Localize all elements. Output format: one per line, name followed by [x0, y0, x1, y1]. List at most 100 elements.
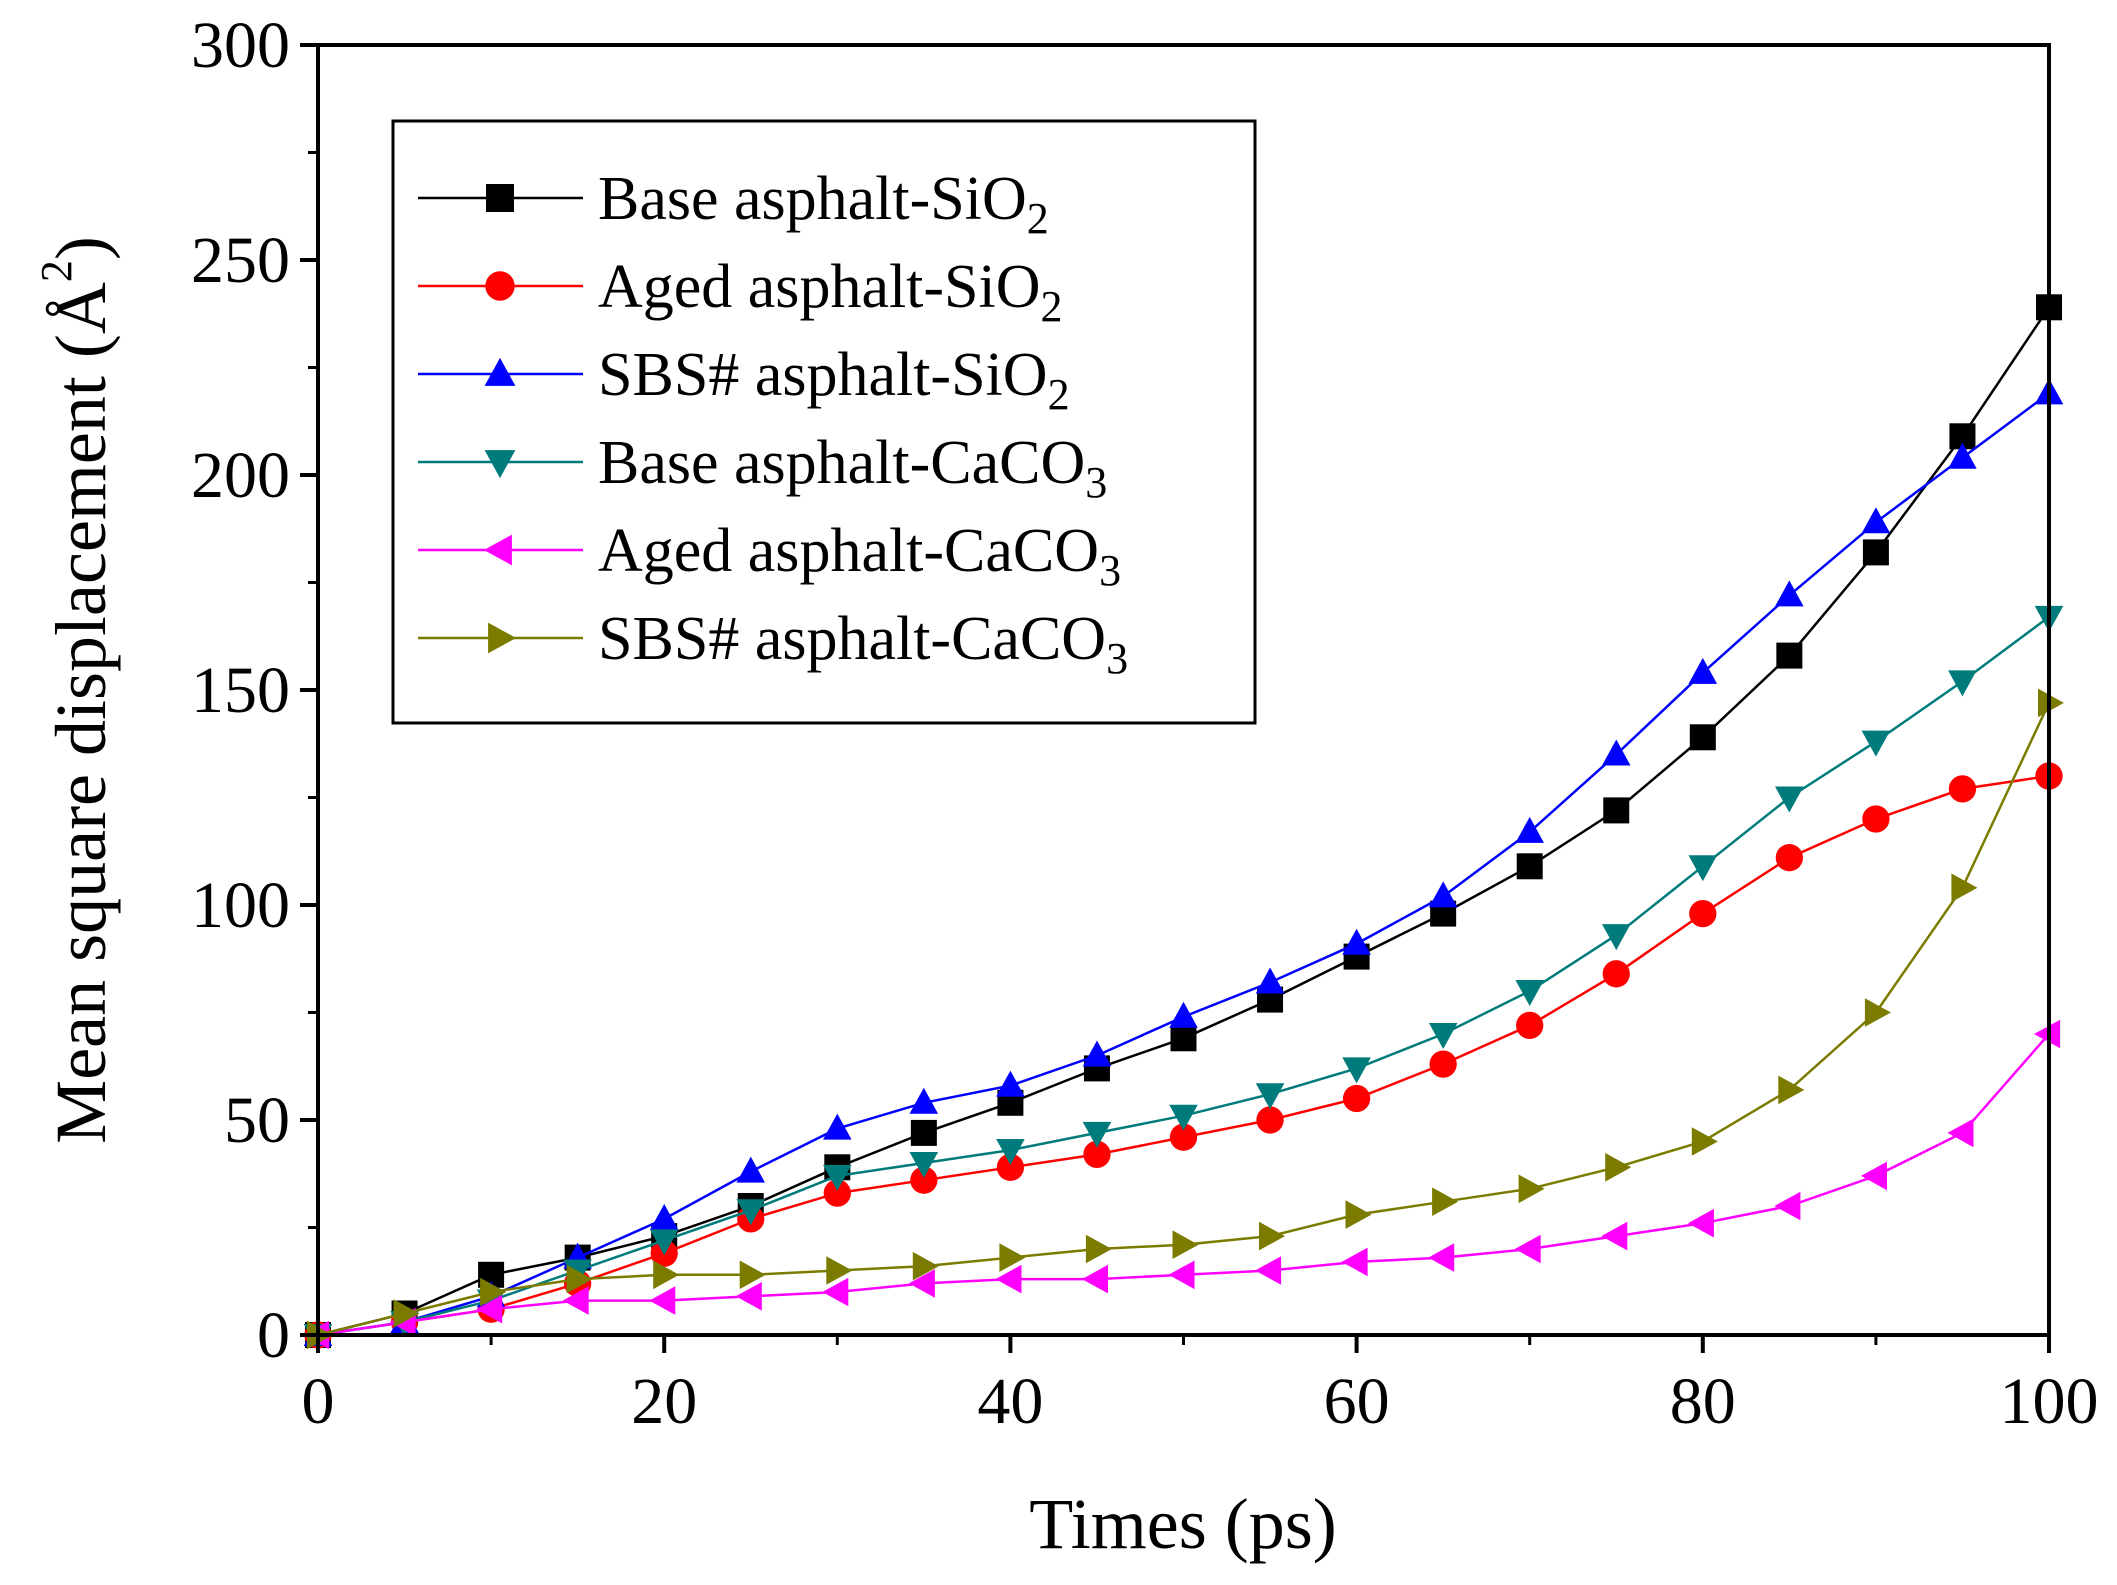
- series-5-point-6: [735, 1282, 762, 1311]
- series-4-point-9: [996, 1139, 1025, 1165]
- series-3-point-12: [1255, 967, 1285, 994]
- series-2-point-11: [1169, 1123, 1198, 1151]
- series-2-point-16: [1602, 960, 1630, 988]
- series-3-point-5: [649, 1204, 679, 1230]
- series-1-point-16: [1603, 797, 1630, 824]
- series-3-point-15: [1515, 816, 1544, 843]
- series-2-point-10: [1083, 1140, 1111, 1169]
- series-6-point-16: [1605, 1153, 1632, 1182]
- series-5-point-16: [1601, 1221, 1628, 1251]
- series-5-point-15: [1514, 1234, 1541, 1264]
- series-6-point-7: [826, 1256, 853, 1285]
- series-6-point-8: [912, 1251, 939, 1281]
- y-tick-label-50: 50: [224, 1084, 290, 1157]
- x-tick-label-0: 0: [302, 1365, 335, 1438]
- series-6-point-9: [999, 1243, 1026, 1272]
- legend-label-4: Base asphalt-CaCO3: [598, 429, 1107, 507]
- series-6-point-11: [1172, 1230, 1199, 1259]
- series-5-point-3: [476, 1294, 503, 1324]
- x-tick-label-20: 20: [631, 1365, 697, 1438]
- y-tick-label-0: 0: [257, 1299, 290, 1372]
- series-1-point-18: [1776, 642, 1803, 669]
- y-tick-label-150: 150: [191, 654, 290, 727]
- series-3-point-20: [1948, 442, 1977, 469]
- series-3-point-16: [1602, 739, 1631, 766]
- legend-marker-2: [485, 271, 515, 301]
- y-tick-label-100: 100: [191, 869, 290, 942]
- series-6-point-5: [653, 1260, 680, 1290]
- legend-label-subscript: 3: [1085, 458, 1107, 507]
- legend-label-1: Base asphalt-SiO2: [598, 165, 1049, 243]
- series-4-point-17: [1688, 855, 1718, 882]
- legend-label-subscript: 3: [1106, 634, 1128, 683]
- series-2-point-14: [1429, 1050, 1457, 1078]
- series-4-point-5: [649, 1229, 679, 1256]
- series-5-point-19: [1861, 1161, 1887, 1191]
- legend-marker-6: [488, 622, 517, 654]
- series-1-point-19: [1862, 539, 1889, 566]
- series-5-point-12: [1255, 1256, 1282, 1285]
- legend-label-subscript: 3: [1099, 546, 1121, 595]
- series-3-point-17: [1688, 657, 1718, 684]
- series-4-point-20: [1948, 670, 1977, 697]
- series-5-point-20: [1947, 1118, 1974, 1148]
- y-tick-label-200: 200: [191, 439, 290, 512]
- series-1-point-8: [910, 1119, 937, 1146]
- series-3-point-11: [1169, 1001, 1198, 1028]
- legend-marker-1: [486, 184, 514, 212]
- series-6-point-18: [1778, 1075, 1805, 1105]
- series-1-point-15: [1516, 853, 1543, 880]
- series-3-point-8: [909, 1087, 939, 1114]
- legend-label-subscript: 2: [1041, 282, 1063, 331]
- series-4-point-14: [1428, 1023, 1458, 1049]
- legend-label-6: SBS# asphalt-CaCO3: [598, 605, 1128, 683]
- series-6-point-17: [1691, 1127, 1718, 1156]
- y-tick-label-250: 250: [191, 224, 290, 297]
- series-2-point-19: [1862, 805, 1890, 833]
- legend-label-main: Aged asphalt-SiO: [598, 253, 1041, 321]
- series-6-point-6: [739, 1260, 766, 1290]
- series-5-point-10: [1082, 1264, 1108, 1294]
- series-4-point-16: [1602, 924, 1631, 951]
- series-4-point-7: [823, 1164, 852, 1191]
- x-axis-title: Times (ps): [1029, 1484, 1336, 1564]
- legend-marker-4: [484, 450, 516, 479]
- legend-label-5: Aged asphalt-CaCO3: [598, 517, 1121, 595]
- series-6-point-12: [1259, 1221, 1285, 1251]
- legend-label-main: SBS# asphalt-CaCO: [598, 605, 1106, 673]
- y-axis-title-close: ): [41, 236, 121, 260]
- legend-label-subscript: 2: [1027, 194, 1049, 243]
- series-5-point-4: [562, 1286, 589, 1315]
- series-5-point-5: [649, 1286, 676, 1315]
- series-2-point-18: [1775, 844, 1803, 872]
- series-4-point-11: [1169, 1104, 1198, 1131]
- series-3-point-6: [736, 1156, 765, 1183]
- series-3-point-10: [1082, 1040, 1112, 1067]
- axis-ticks: 0 20 40 60 80 100 0 50 100 150 200 250 300: [191, 9, 2099, 1438]
- legend-label-subscript: 2: [1048, 370, 1070, 419]
- series-6-point-15: [1518, 1174, 1545, 1204]
- series-5-point-9: [995, 1264, 1022, 1294]
- x-tick-label-80: 80: [1670, 1365, 1736, 1438]
- series-5-point-14: [1428, 1243, 1455, 1272]
- series-4-point-12: [1255, 1083, 1285, 1110]
- x-tick-label-40: 40: [977, 1365, 1043, 1438]
- legend-marker-3: [484, 357, 516, 386]
- series-5-point-8: [908, 1269, 935, 1298]
- series-2-point-8: [910, 1166, 938, 1194]
- series-1-point-17: [1689, 724, 1716, 751]
- series-1-point-11: [1170, 1025, 1197, 1052]
- series-5-point-11: [1168, 1260, 1195, 1290]
- series-5-point-13: [1341, 1247, 1368, 1277]
- y-axis-title-main: Mean square displacement (Å: [41, 282, 121, 1144]
- series-line-4: [317, 615, 2050, 1337]
- series-2-point-15: [1516, 1011, 1544, 1040]
- series-2-point-12: [1256, 1106, 1284, 1134]
- series-4-point-8: [909, 1152, 939, 1178]
- legend-label-3: SBS# asphalt-SiO2: [598, 341, 1070, 419]
- series-6-point-10: [1085, 1234, 1112, 1264]
- series-2-point-20: [1948, 775, 1977, 803]
- x-tick-label-60: 60: [1324, 1365, 1390, 1438]
